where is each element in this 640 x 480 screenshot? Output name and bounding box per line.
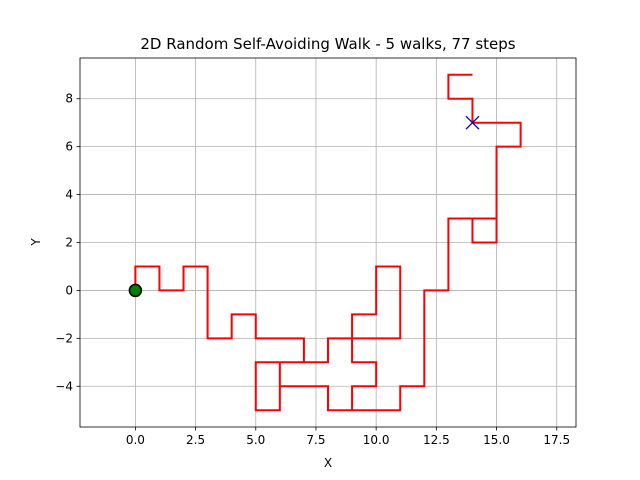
y-axis-label: Y	[29, 238, 43, 247]
y-tick-label: 4	[65, 188, 73, 202]
y-tick-label: −2	[55, 331, 73, 345]
end-marker-stroke	[465, 115, 480, 130]
x-tick-label: 10.0	[363, 433, 390, 447]
x-axis-ticks: 0.0 2.5 5.0 7.5 10.0 12.5 15.0 17.5	[126, 427, 570, 447]
start-marker	[128, 283, 143, 298]
chart-title: 2D Random Self-Avoiding Walk - 5 walks, …	[140, 35, 515, 53]
x-tick-label: 0.0	[126, 433, 145, 447]
walk-path	[134, 73, 522, 412]
x-tick-label: 15.0	[483, 433, 510, 447]
x-axis-label: X	[324, 456, 332, 470]
x-tick-label: 17.5	[543, 433, 570, 447]
x-tick-label: 12.5	[423, 433, 450, 447]
x-tick-label: 5.0	[246, 433, 265, 447]
y-tick-label: 2	[65, 236, 73, 250]
x-tick-label: 7.5	[306, 433, 325, 447]
markers-group	[128, 115, 480, 298]
y-tick-label: −4	[55, 379, 73, 393]
end-marker	[465, 115, 480, 130]
x-tick-label: 2.5	[186, 433, 205, 447]
y-tick-label: 0	[65, 283, 73, 297]
y-tick-label: 6	[65, 140, 73, 154]
walk-path-group	[134, 73, 522, 412]
y-tick-label: 8	[65, 92, 73, 106]
y-axis-ticks: −4 −2 0 2 4 6 8	[55, 92, 80, 393]
